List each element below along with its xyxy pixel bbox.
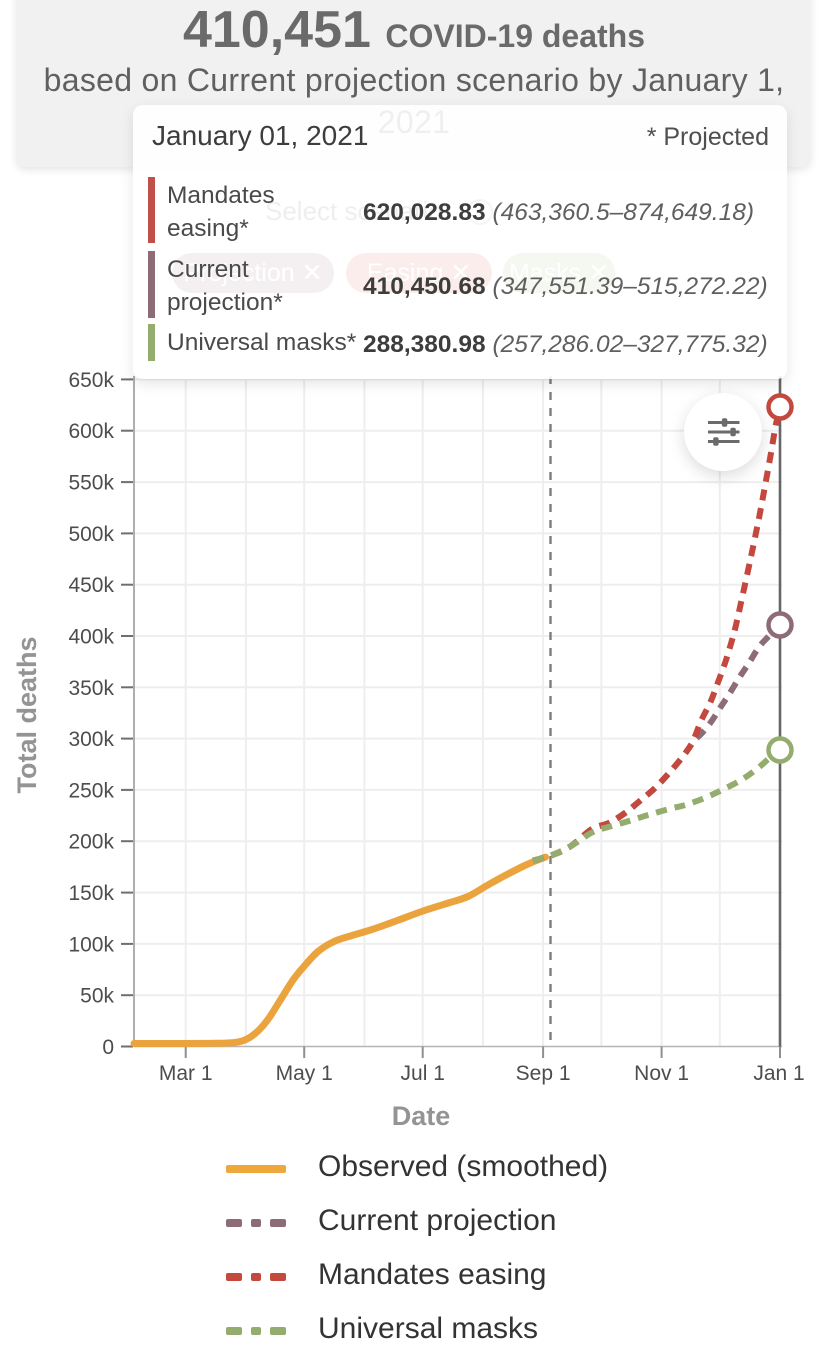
svg-text:Jul 1: Jul 1 — [401, 1062, 445, 1085]
svg-text:350k: 350k — [68, 677, 114, 700]
svg-text:Date: Date — [392, 1101, 451, 1131]
svg-text:50k: 50k — [80, 985, 114, 1008]
svg-text:400k: 400k — [68, 626, 114, 649]
svg-text:Mar 1: Mar 1 — [159, 1062, 213, 1085]
svg-text:250k: 250k — [68, 779, 114, 802]
svg-text:0: 0 — [102, 1036, 114, 1059]
svg-text:Nov 1: Nov 1 — [634, 1062, 689, 1085]
svg-text:Jan 1: Jan 1 — [753, 1062, 804, 1085]
svg-text:300k: 300k — [68, 728, 114, 751]
svg-text:650k: 650k — [68, 369, 114, 392]
svg-text:600k: 600k — [68, 420, 114, 443]
svg-text:May 1: May 1 — [276, 1062, 333, 1085]
svg-text:100k: 100k — [68, 933, 114, 956]
svg-text:Sep 1: Sep 1 — [516, 1062, 571, 1085]
svg-text:Total deaths: Total deaths — [12, 636, 42, 793]
svg-text:500k: 500k — [68, 523, 114, 546]
svg-text:200k: 200k — [68, 831, 114, 854]
svg-text:550k: 550k — [68, 472, 114, 495]
svg-text:450k: 450k — [68, 574, 114, 597]
svg-text:150k: 150k — [68, 882, 114, 905]
